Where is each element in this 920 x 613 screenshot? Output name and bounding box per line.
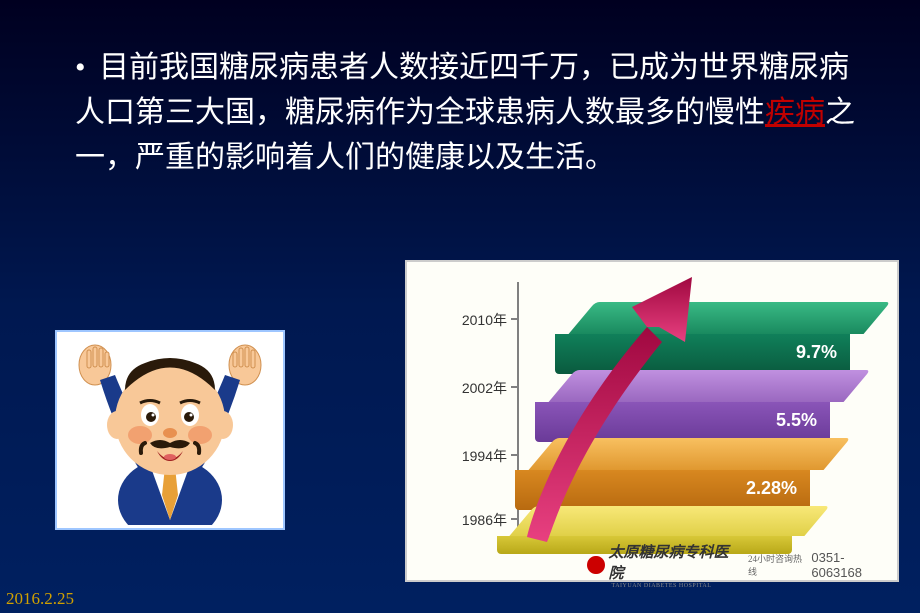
cartoon-avatar	[55, 330, 285, 530]
step-value: 5.5%	[776, 410, 817, 431]
axis-tick	[511, 454, 517, 456]
year-label: 2010年	[447, 310, 507, 330]
year-label: 1986年	[447, 510, 507, 530]
bullet-dot: •	[75, 45, 86, 90]
axis-tick	[511, 386, 517, 388]
date-stamp: 2016.2.25	[6, 589, 74, 609]
year-label: 1994年	[447, 446, 507, 466]
hospital-name: 太原糖尿病专科医院	[609, 541, 740, 583]
hotline-number: 0351-6063168	[811, 550, 893, 580]
body-text-highlight: 疾病	[765, 96, 825, 129]
year-label: 2002年	[447, 378, 507, 398]
axis-tick	[511, 318, 517, 320]
body-text: • 目前我国糖尿病患者人数接近四千万，已成为世界糖尿病人口第三大国，糖尿病作为全…	[75, 45, 875, 180]
hospital-subtitle: TAIYUAN DIABETES HOSPITAL	[612, 583, 740, 589]
hospital-footer: 太原糖尿病专科医院 TAIYUAN DIABETES HOSPITAL 24小时…	[587, 552, 893, 578]
step-value: 9.7%	[796, 342, 837, 363]
step-chart: 2010年 2002年 1994年 1986年 9.7% 5.5% 2.28%	[405, 260, 899, 582]
hospital-logo-icon	[587, 556, 605, 574]
hotline-label: 24小时咨询热线	[748, 552, 809, 578]
body-text-pre: 目前我国糖尿病患者人数接近四千万，已成为世界糖尿病人口第三大国，糖尿病作为全球患…	[75, 51, 849, 129]
step-value: 2.28%	[746, 478, 797, 499]
avatar-svg	[65, 335, 275, 525]
axis-tick	[511, 518, 517, 520]
